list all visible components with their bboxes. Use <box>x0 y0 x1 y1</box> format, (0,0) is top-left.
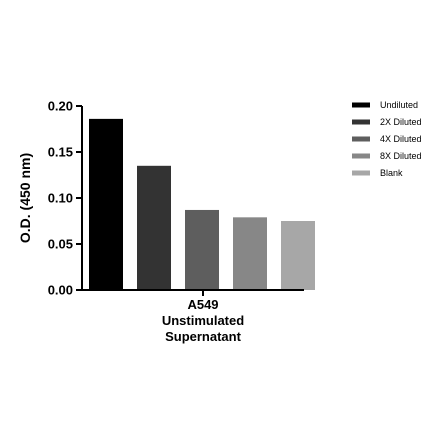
x-category-label-line: Supernatant <box>165 329 242 344</box>
bar-8x-diluted <box>233 217 267 290</box>
x-category-label-line: Unstimulated <box>162 313 244 328</box>
bar-2x-diluted <box>137 165 171 290</box>
bar-blank <box>281 221 315 290</box>
legend-label: Blank <box>380 168 403 178</box>
legend-entry: Undiluted <box>352 100 418 110</box>
legend-entry: 8X Diluted <box>352 151 422 161</box>
bar-4x-diluted <box>185 209 219 290</box>
bar-undiluted <box>89 118 123 290</box>
y-tick-label: 0.05 <box>48 237 73 252</box>
legend-entry: 2X Diluted <box>352 117 422 127</box>
legend-label: 2X Diluted <box>380 117 422 127</box>
legend-label: 4X Diluted <box>380 134 422 144</box>
x-category-label-line: A549 <box>187 297 218 312</box>
legend-label: Undiluted <box>380 100 418 110</box>
bars-layer <box>89 118 315 290</box>
legend-label: 8X Diluted <box>380 151 422 161</box>
y-tick-label: 0.20 <box>48 99 73 114</box>
legend-swatch <box>352 136 370 142</box>
y-tick-label: 0.15 <box>48 145 73 160</box>
axes-layer <box>76 105 304 296</box>
legend-swatch <box>352 102 370 108</box>
legend-entry: Blank <box>352 168 403 178</box>
legend-swatch <box>352 170 370 176</box>
legend: Undiluted 2X Diluted 4X Diluted 8X Diluted B… <box>352 100 422 178</box>
legend-swatch <box>352 119 370 125</box>
labels-layer: 0.00 0.05 0.10 0.15 0.20 O.D. (450 nm) A549Uns… <box>17 99 244 345</box>
legend-swatch <box>352 153 370 159</box>
y-tick-label: 0.10 <box>48 191 73 206</box>
legend-entry: 4X Diluted <box>352 134 422 144</box>
y-tick-label: 0.00 <box>48 283 73 298</box>
y-axis-title: O.D. (450 nm) <box>17 153 33 243</box>
